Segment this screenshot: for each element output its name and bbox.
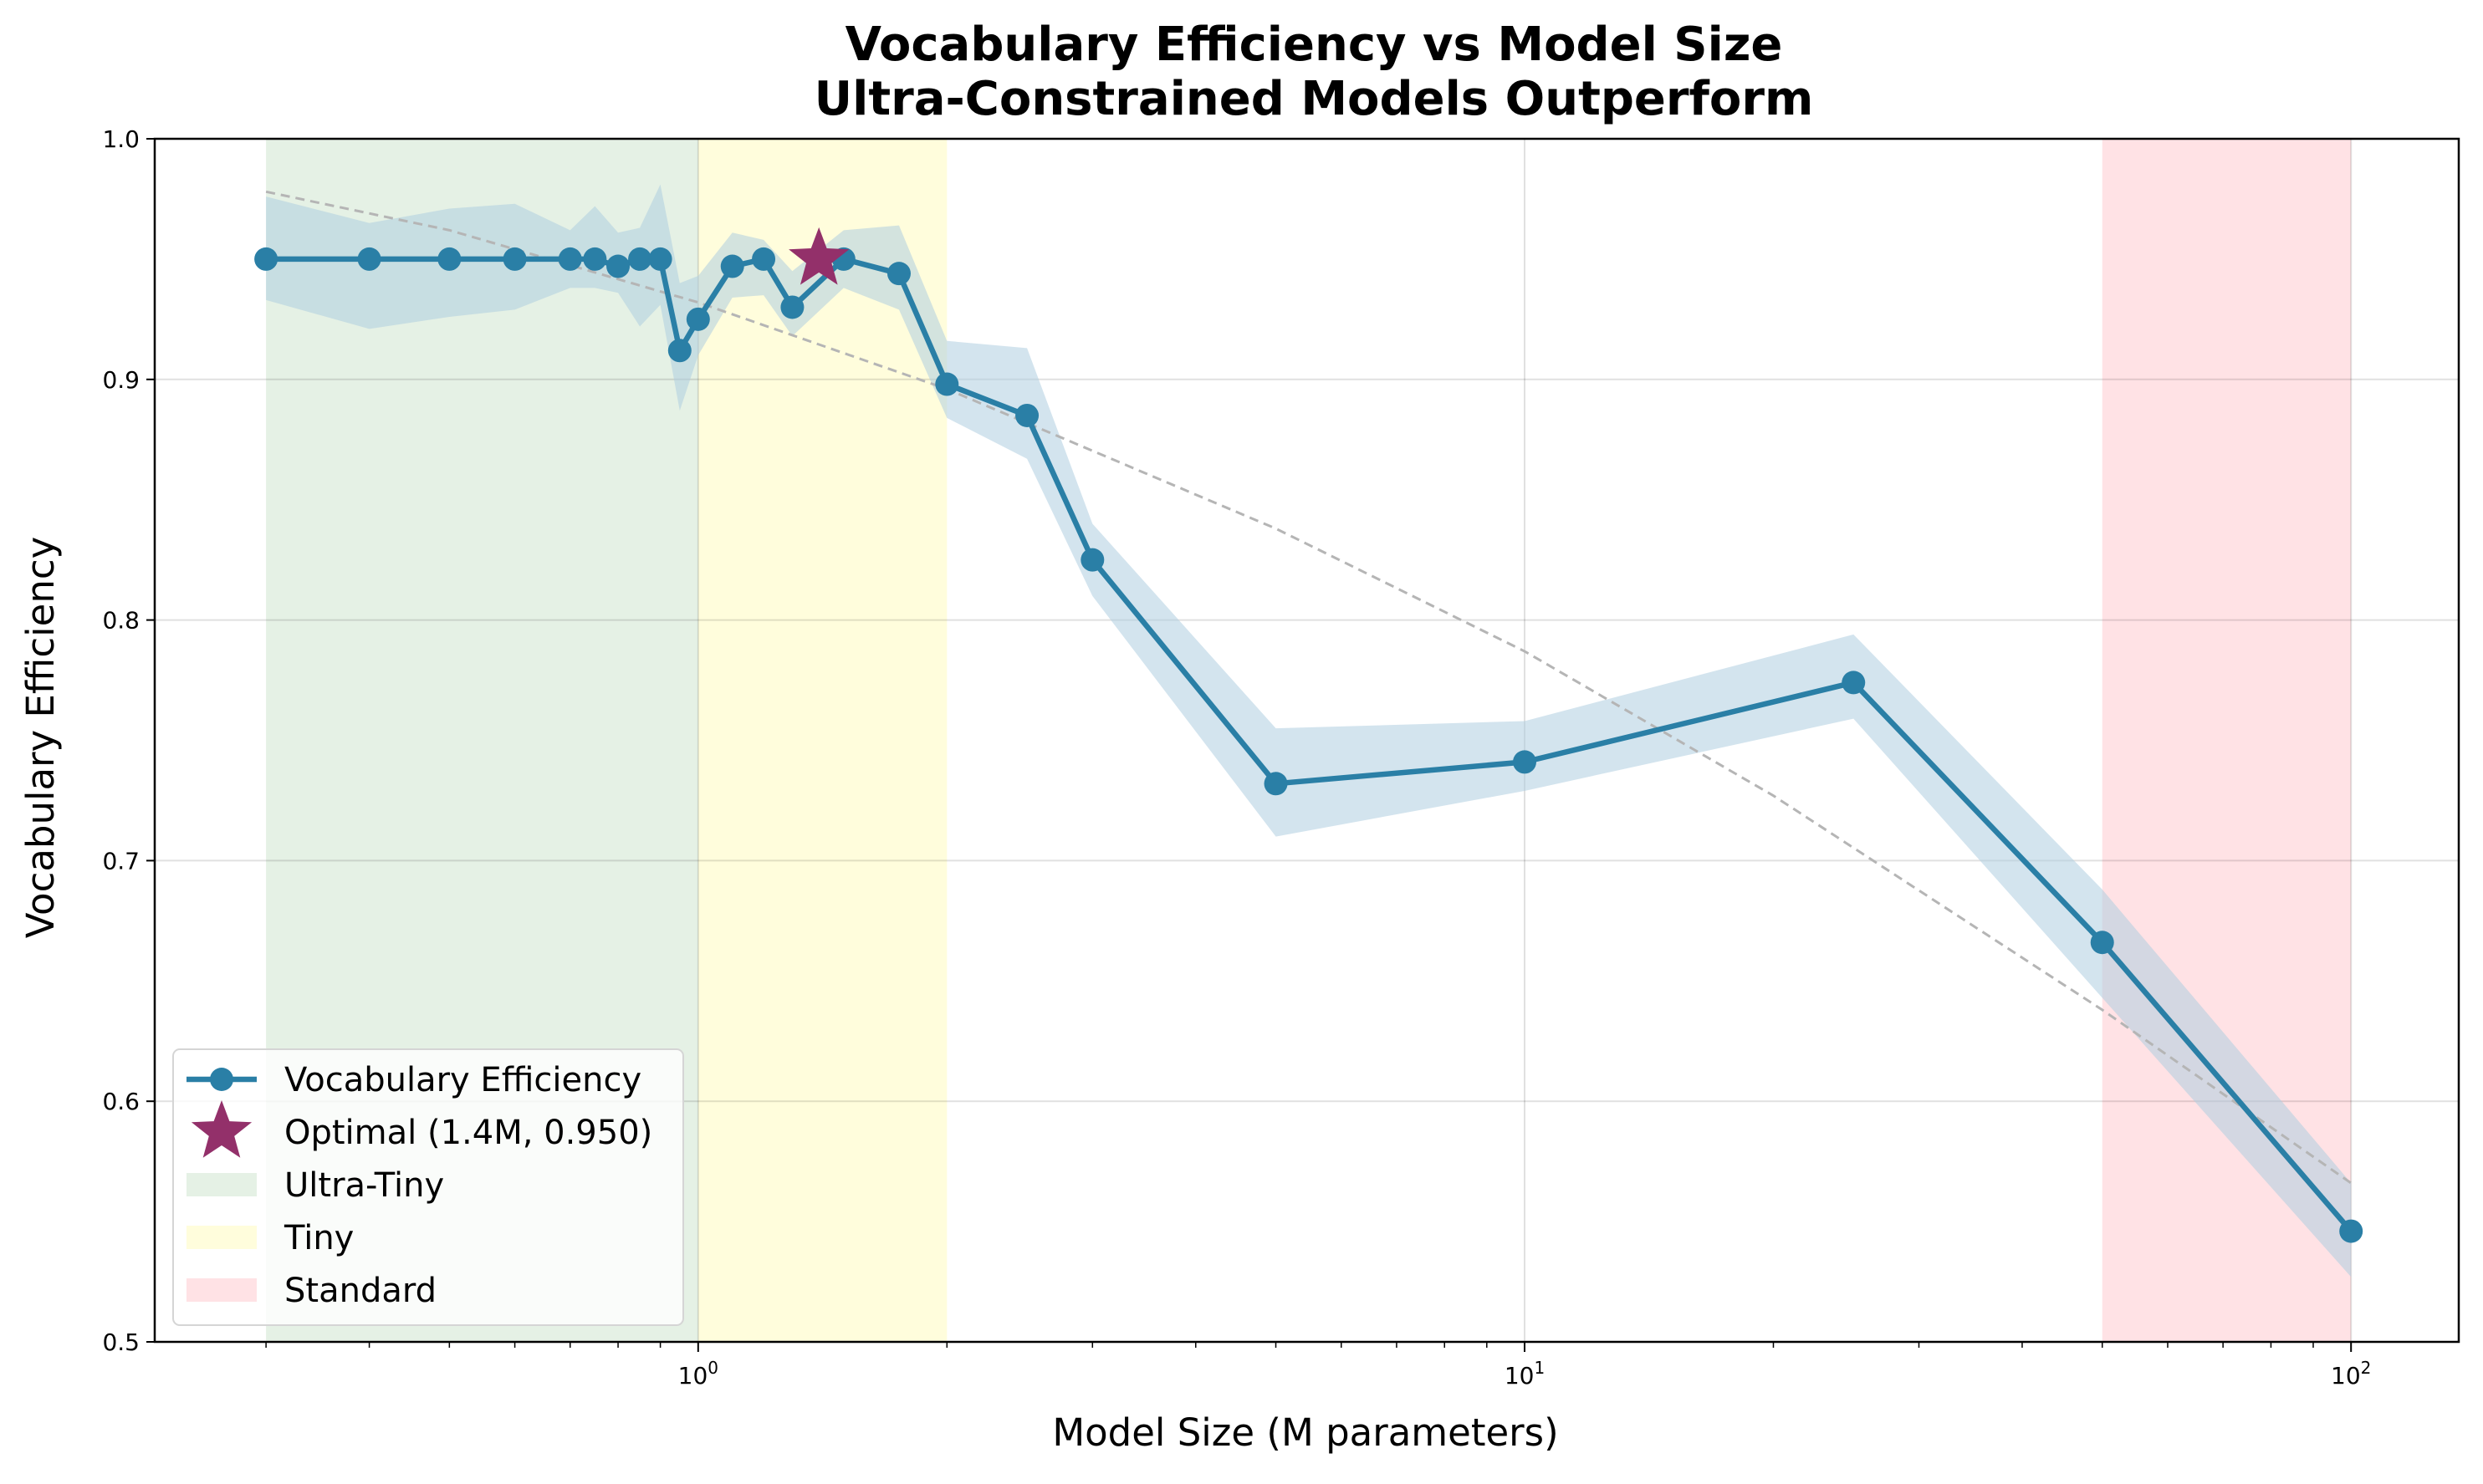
legend-entry-label: Tiny [284, 1219, 354, 1257]
legend-series-marker [210, 1068, 233, 1091]
chart-title-line-1: Vocabulary Efficiency vs Model Size [846, 18, 1783, 72]
legend-entry-label: Standard [284, 1272, 437, 1310]
trend-line [265, 190, 2353, 1185]
data-point [648, 247, 672, 271]
legend-entry-label: Vocabulary Efficiency [284, 1061, 641, 1099]
data-point [2339, 1219, 2363, 1243]
data-point [780, 295, 805, 319]
data-point [503, 247, 527, 271]
optimal-star-marker [789, 227, 850, 285]
chart-title-line-2: Ultra-Constrained Models Outperform [815, 72, 1814, 126]
y-tick-label: 0.6 [102, 1088, 140, 1115]
data-point [1842, 671, 1866, 695]
legend-swatch-tiny [186, 1226, 257, 1249]
legend-swatch-ultra-tiny [186, 1173, 257, 1196]
data-point [935, 372, 959, 396]
data-point [1264, 772, 1288, 796]
x-tick-label: 102 [2331, 1358, 2371, 1390]
y-tick-label: 0.5 [102, 1328, 140, 1356]
confidence-band [266, 184, 2352, 1277]
data-point [2090, 931, 2114, 955]
data-point [720, 254, 744, 278]
data-point [752, 247, 776, 271]
legend-entry-label: Ultra-Tiny [284, 1166, 444, 1205]
y-tick-label: 0.7 [102, 847, 140, 875]
legend-swatch-standard [186, 1278, 257, 1302]
legend-box [172, 1048, 684, 1326]
data-point [558, 247, 582, 271]
y-tick-label: 0.9 [102, 366, 140, 394]
y-tick-label: 0.8 [102, 607, 140, 635]
data-point [667, 339, 692, 363]
data-point [1015, 403, 1040, 427]
legend-entry-label: Optimal (1.4M, 0.950) [284, 1114, 652, 1152]
data-point [686, 307, 710, 331]
series-markers [254, 247, 2363, 1243]
x-tick-label: 100 [678, 1358, 718, 1390]
y-tick-label: 1.0 [102, 125, 140, 153]
data-point [357, 247, 381, 271]
x-axis-label: Model Size (M parameters) [1052, 1410, 1558, 1455]
y-axis-label: Vocabulary Efficiency [18, 537, 63, 939]
legend-optimal-star [191, 1100, 253, 1158]
data-point [1513, 750, 1537, 774]
data-point [628, 247, 652, 271]
data-point [886, 262, 911, 286]
data-point [1081, 548, 1105, 572]
plot-area: 0.5 0.6 0.7 0.8 0.9 1.0 100 101 102 [102, 125, 2460, 1390]
data-point [583, 247, 607, 271]
region-tiny [697, 139, 948, 1342]
data-point [254, 247, 278, 271]
x-tick-label: 101 [1505, 1358, 1545, 1390]
legend: Vocabulary Efficiency Optimal (1.4M, 0.95… [172, 1048, 684, 1326]
axes-frame [153, 137, 2460, 1344]
data-point [437, 247, 462, 271]
data-point [606, 254, 631, 278]
